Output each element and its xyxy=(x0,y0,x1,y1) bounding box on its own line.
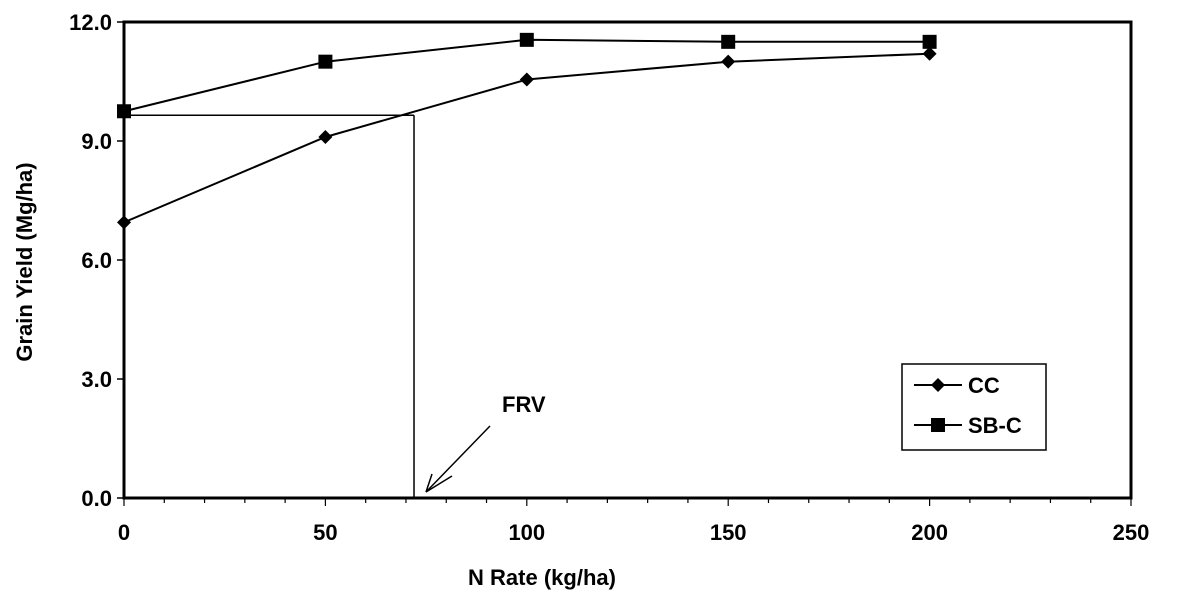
frv-label: FRV xyxy=(502,392,546,417)
data-point-cc xyxy=(318,130,333,145)
x-tick-label: 0 xyxy=(118,520,130,545)
legend-square-marker xyxy=(931,418,945,432)
data-point-cc xyxy=(922,46,937,61)
data-point-sbc xyxy=(117,104,131,119)
y-tick-label: 6.0 xyxy=(81,248,112,273)
data-point-sbc xyxy=(922,34,937,49)
x-tick-label: 250 xyxy=(1113,520,1150,545)
y-axis-title: Grain Yield (Mg/ha) xyxy=(12,162,37,361)
y-tick-label: 3.0 xyxy=(81,367,112,392)
x-tick-label: 100 xyxy=(508,520,545,545)
data-point-cc xyxy=(721,54,736,69)
y-tick-label: 12.0 xyxy=(69,10,112,35)
frv-arrow-head-2 xyxy=(425,475,453,493)
frv-arrow-head-1 xyxy=(425,473,433,493)
series-layer xyxy=(117,32,937,230)
frv-annotation: FRV xyxy=(425,392,546,493)
legend-label-sbc: SB-C xyxy=(968,413,1022,438)
frv-arrow-shaft xyxy=(425,425,491,493)
legend: CC SB-C xyxy=(901,363,1047,451)
y-axis: 0.0 3.0 6.0 9.0 12.0 xyxy=(69,10,124,511)
legend-item-sbc: SB-C xyxy=(914,413,1022,438)
series-sbc xyxy=(117,32,937,119)
legend-box xyxy=(901,363,1047,451)
legend-diamond-marker xyxy=(931,378,945,392)
y-tick-label: 0.0 xyxy=(81,486,112,511)
legend-item-cc: CC xyxy=(914,373,1000,398)
series-cc xyxy=(117,46,937,230)
data-point-sbc xyxy=(318,54,333,69)
x-tick-label: 200 xyxy=(911,520,948,545)
data-point-sbc xyxy=(721,34,736,49)
data-point-cc xyxy=(117,215,131,230)
x-tick-label: 50 xyxy=(313,520,337,545)
data-point-sbc xyxy=(519,32,534,47)
x-axis-title: N Rate (kg/ha) xyxy=(468,565,616,590)
x-axis: 0 50 100 150 200 250 xyxy=(118,498,1149,545)
data-point-cc xyxy=(519,72,534,87)
x-tick-label: 150 xyxy=(710,520,747,545)
y-tick-label: 9.0 xyxy=(81,129,112,154)
frv-guide-lines xyxy=(124,114,415,498)
legend-label-cc: CC xyxy=(968,373,1000,398)
